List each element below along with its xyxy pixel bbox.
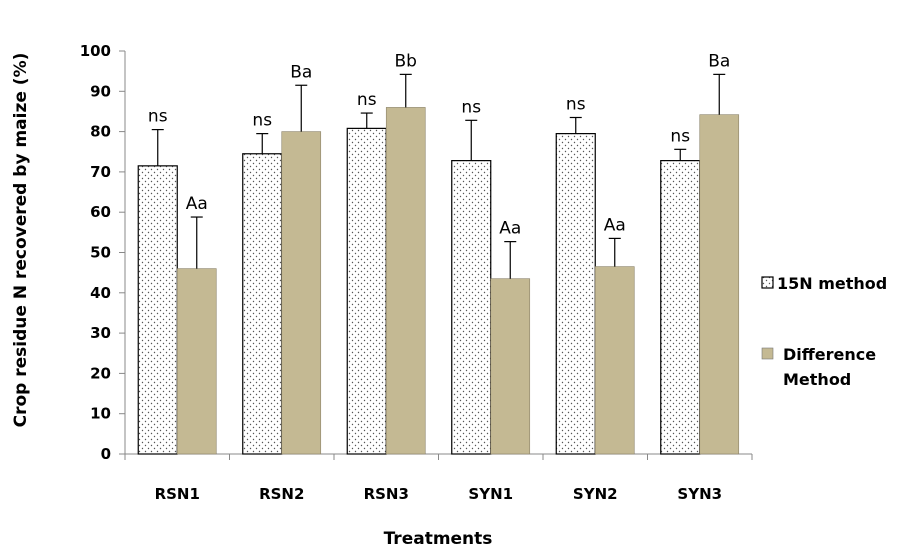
bar-15n-method-rsn2 bbox=[242, 153, 283, 455]
bars bbox=[137, 107, 740, 455]
y-tick-label: 30 bbox=[90, 324, 111, 342]
bar-difference-method-syn1 bbox=[490, 278, 531, 455]
bar-difference-method-syn3 bbox=[699, 114, 740, 455]
y-tick-label: 100 bbox=[80, 42, 111, 60]
significance-label: Ba bbox=[290, 62, 312, 82]
category-label-syn2: SYN2 bbox=[573, 485, 618, 503]
bar-difference-method-syn2 bbox=[594, 266, 635, 455]
bar-15n-method-syn3 bbox=[660, 160, 701, 455]
bar-difference-method-rsn1 bbox=[176, 268, 217, 455]
legend-swatch-15n-method bbox=[761, 276, 774, 289]
x-axis-ticks bbox=[124, 454, 753, 460]
y-tick-label: 60 bbox=[90, 203, 111, 221]
category-label-syn3: SYN3 bbox=[677, 485, 722, 503]
significance-label: Bb bbox=[395, 51, 417, 71]
y-tick-label: 10 bbox=[90, 405, 111, 423]
category-label-rsn3: RSN3 bbox=[364, 485, 409, 503]
y-tick-label: 40 bbox=[90, 284, 111, 302]
legend-swatch-difference-method bbox=[761, 347, 774, 360]
y-tick-label: 90 bbox=[90, 82, 111, 100]
bar-difference-method-rsn2 bbox=[281, 131, 322, 455]
significance-label: ns bbox=[566, 94, 586, 114]
legend-label-difference-line1: Difference bbox=[783, 345, 876, 364]
legend-label-difference-method: Difference Method bbox=[783, 345, 876, 389]
bar-15n-method-syn1 bbox=[451, 160, 492, 455]
bar-15n-method-rsn3 bbox=[346, 127, 387, 455]
significance-label: ns bbox=[670, 126, 690, 146]
category-label-rsn1: RSN1 bbox=[155, 485, 200, 503]
category-label-rsn2: RSN2 bbox=[259, 485, 304, 503]
legend-label-difference-line2: Method bbox=[783, 370, 851, 389]
category-label-syn1: SYN1 bbox=[468, 485, 513, 503]
bar-difference-method-rsn3 bbox=[385, 107, 426, 455]
significance-label: Ba bbox=[708, 51, 730, 71]
y-tick-label: 80 bbox=[90, 123, 111, 141]
y-tick-label: 20 bbox=[90, 364, 111, 382]
bar-15n-method-rsn1 bbox=[137, 165, 178, 455]
x-axis-title: Treatments bbox=[384, 529, 493, 549]
significance-label: Aa bbox=[604, 215, 626, 235]
y-tick-label: 70 bbox=[90, 163, 111, 181]
significance-label: ns bbox=[252, 111, 272, 131]
y-tick-label: 0 bbox=[101, 445, 111, 463]
bar-15n-method-syn2 bbox=[555, 133, 596, 455]
significance-label: ns bbox=[461, 97, 481, 117]
significance-label: Aa bbox=[499, 219, 521, 239]
significance-label: ns bbox=[357, 90, 377, 110]
significance-label: Aa bbox=[186, 194, 208, 214]
y-tick-label: 50 bbox=[90, 244, 111, 262]
category-labels: RSN1 RSN2 RSN3 SYN1 SYN2 SYN3 bbox=[155, 485, 723, 503]
y-axis-title: Crop residue N recovered by maize (%) bbox=[11, 53, 31, 428]
significance-label: ns bbox=[148, 107, 168, 127]
y-axis-ticks: 0 10 20 30 40 50 60 70 80 90 100 bbox=[80, 42, 125, 463]
legend: 15N method Difference Method bbox=[761, 274, 887, 389]
error-bars bbox=[151, 73, 726, 279]
legend-label-15n-method: 15N method bbox=[777, 274, 887, 293]
